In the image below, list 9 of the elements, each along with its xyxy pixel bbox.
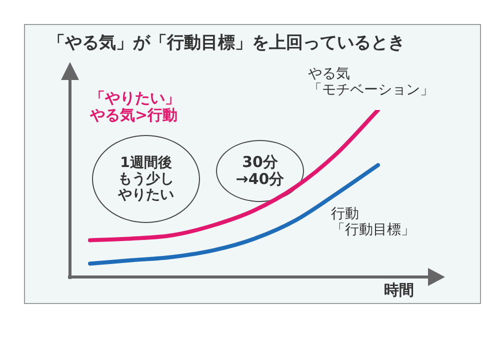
- annotation: 30分→40分: [235, 152, 285, 188]
- series-label: 行動「行動目標」: [331, 206, 415, 238]
- annotation: 1週間後もう少しやりたい: [117, 154, 175, 204]
- annotation: 「やりたい」やる気>行動: [90, 89, 181, 124]
- text: やる気「モチベーション」: [308, 66, 434, 98]
- speech-bubble: 1週間後もう少しやりたい: [92, 135, 200, 223]
- chart-title: 「やる気」が「行動目標」を上回っているとき: [48, 33, 405, 54]
- x-axis-title: 時間: [384, 281, 414, 300]
- speech-bubble: 30分→40分: [216, 140, 304, 202]
